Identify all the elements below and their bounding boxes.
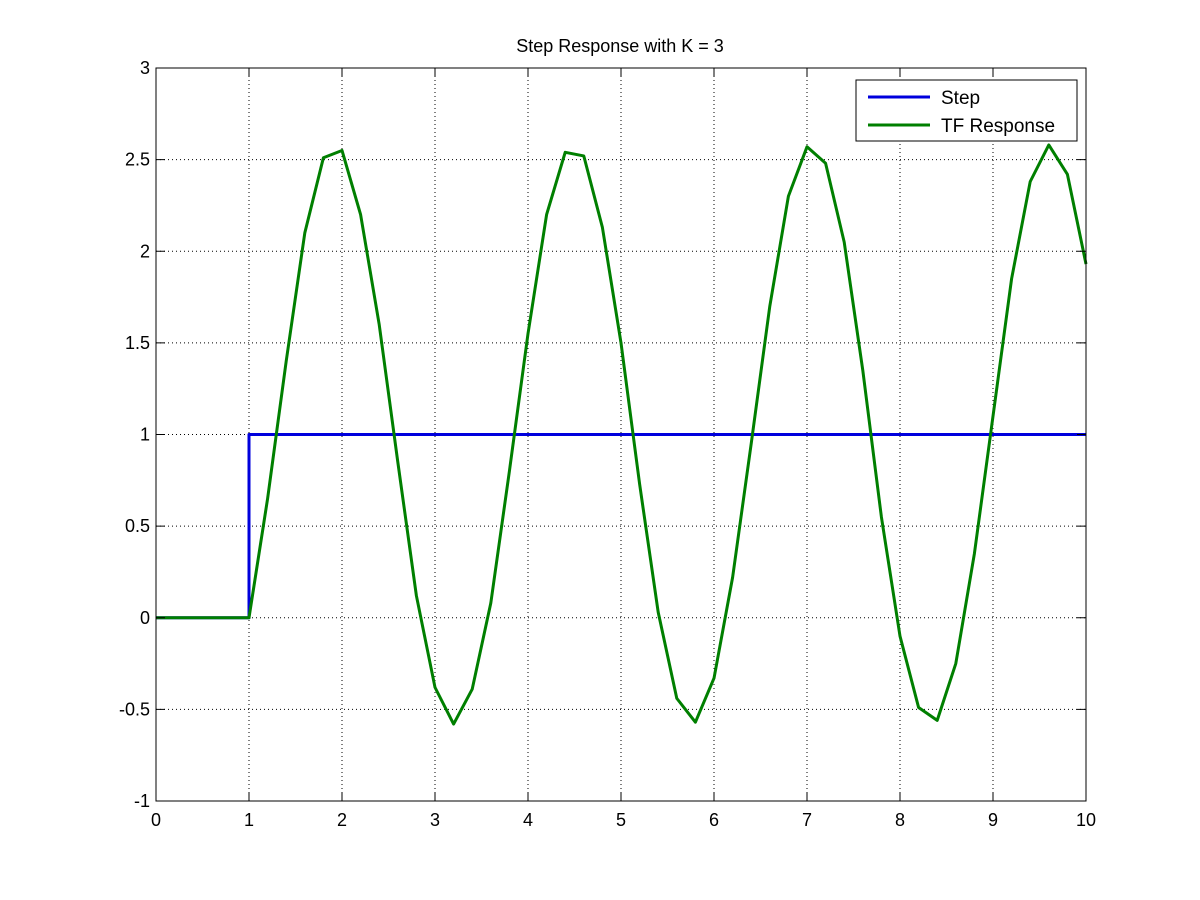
x-tick-label: 5 (616, 810, 626, 830)
y-tick-label: 2.5 (125, 150, 150, 170)
series-lines (156, 143, 1088, 726)
x-tick-label: 1 (244, 810, 254, 830)
legend-label-tf-response: TF Response (941, 116, 1055, 137)
x-tick-label: 0 (151, 810, 161, 830)
chart-title: Step Response with K = 3 (516, 36, 724, 56)
y-tick-label: 0.5 (125, 516, 150, 536)
legend-box (855, 79, 1078, 142)
y-tick-label: -1 (134, 791, 150, 811)
x-axis-tick-labels: 0 1 2 3 4 5 6 7 8 9 10 (151, 810, 1096, 830)
tf-response-series-line (156, 143, 1088, 726)
legend-label-step: Step (941, 88, 980, 109)
legend: Step TF Response (855, 79, 1078, 142)
plot-area: 0 1 2 3 4 5 6 7 8 9 10 -1 -0.5 0 0.5 1 1.5 2 2.5 3 (119, 58, 1096, 830)
y-tick-label: -0.5 (119, 699, 150, 719)
x-tick-label: 4 (523, 810, 533, 830)
x-tick-label: 10 (1076, 810, 1096, 830)
y-tick-label: 1 (140, 425, 150, 445)
x-tick-label: 8 (895, 810, 905, 830)
y-axis-tick-labels: -1 -0.5 0 0.5 1 1.5 2 2.5 3 (119, 58, 150, 811)
y-tick-label: 0 (140, 608, 150, 628)
x-tick-label: 9 (988, 810, 998, 830)
y-tick-label: 2 (140, 241, 150, 261)
x-tick-label: 2 (337, 810, 347, 830)
tick-marks (155, 67, 1087, 802)
y-tick-label: 1.5 (125, 333, 150, 353)
x-tick-label: 6 (709, 810, 719, 830)
x-tick-label: 3 (430, 810, 440, 830)
y-tick-label: 3 (140, 58, 150, 78)
x-tick-label: 7 (802, 810, 812, 830)
